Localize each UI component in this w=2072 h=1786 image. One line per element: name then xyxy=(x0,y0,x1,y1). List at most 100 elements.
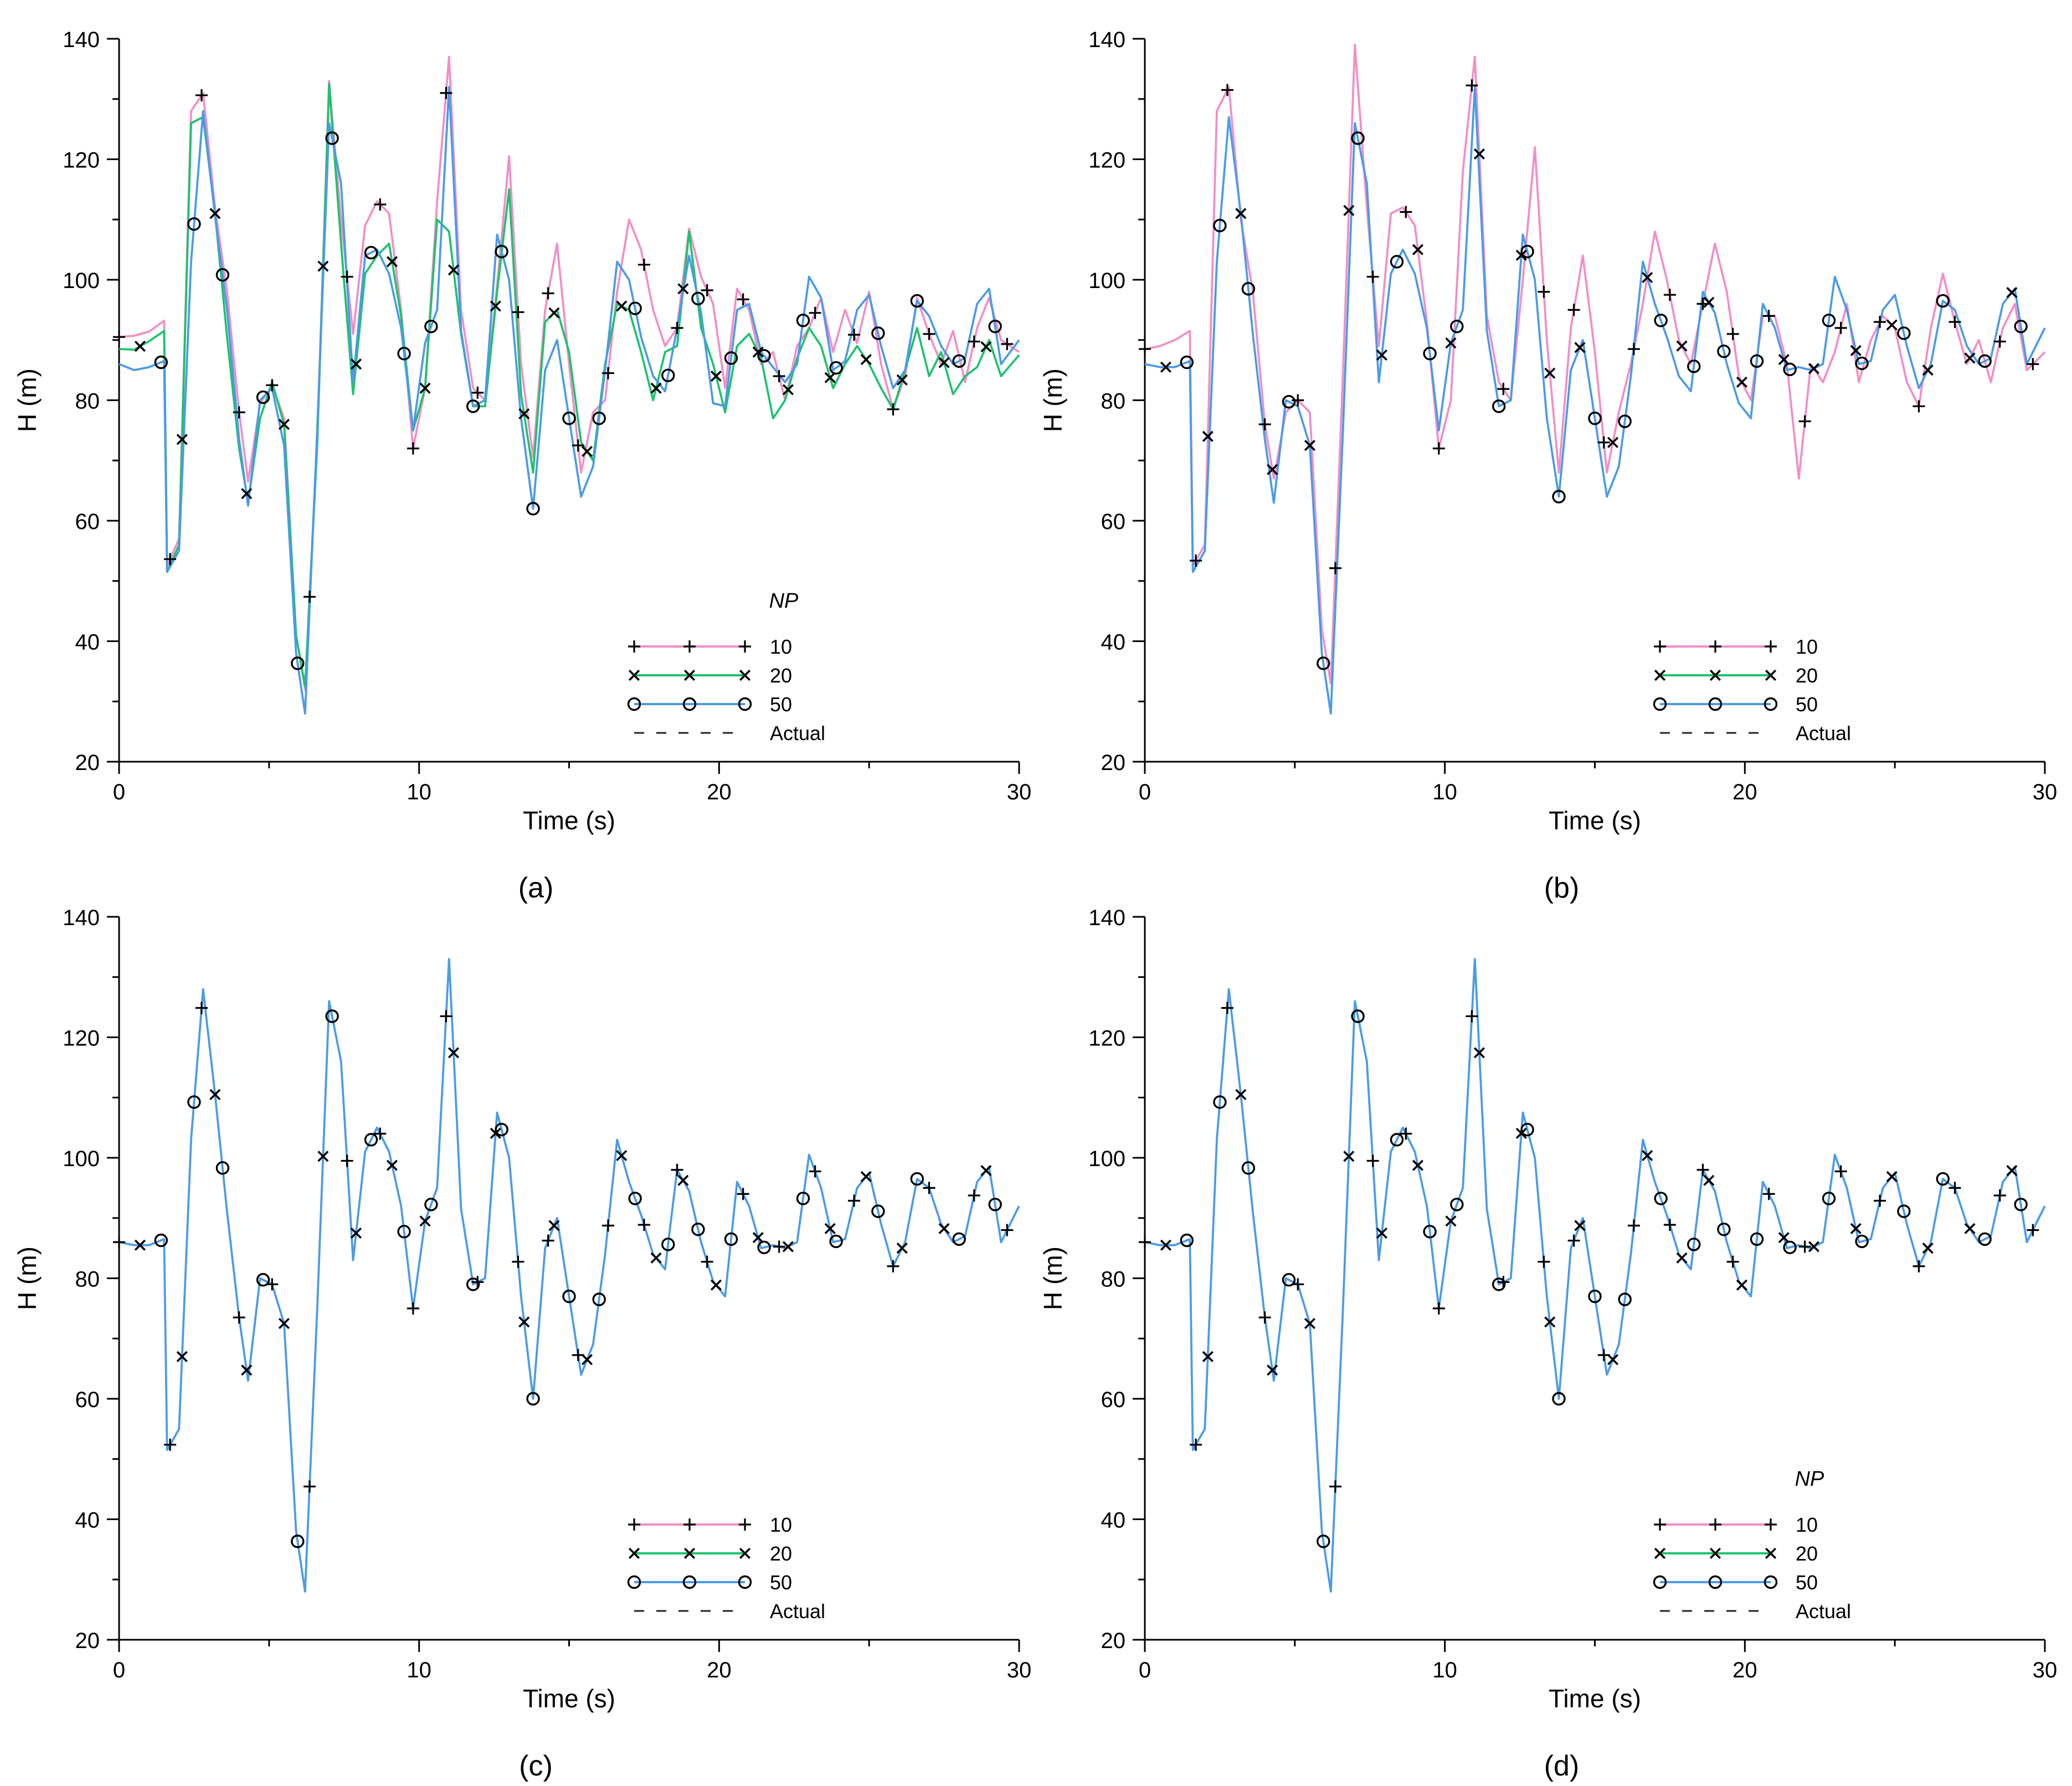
data-marker-np20 xyxy=(350,1227,362,1239)
y-tick-label: 140 xyxy=(1088,906,1125,930)
data-marker-np20 xyxy=(860,354,872,366)
data-marker-np10 xyxy=(471,1276,484,1289)
data-marker-np20 xyxy=(278,1317,290,1330)
x-tick-label: 30 xyxy=(2033,1658,2058,1682)
data-marker-np10 xyxy=(512,1255,525,1268)
data-marker-np10 xyxy=(671,322,683,334)
data-marker-np10 xyxy=(968,335,980,348)
data-marker-np50 xyxy=(952,1232,966,1246)
data-marker-np50 xyxy=(1180,1233,1194,1248)
data-marker-np50 xyxy=(466,399,480,413)
legend-marker-np20 xyxy=(683,1547,696,1559)
data-marker-np10 xyxy=(968,1189,980,1202)
x-tick-label: 20 xyxy=(1732,1658,1757,1682)
data-marker-np20 xyxy=(386,1159,398,1171)
data-marker-np10 xyxy=(1798,1240,1811,1253)
data-marker-np50 xyxy=(215,268,230,282)
legend-label-50: 50 xyxy=(1796,1571,1818,1594)
data-marker-np10 xyxy=(1190,1438,1202,1451)
data-marker-np10 xyxy=(1329,1480,1341,1493)
data-marker-np20 xyxy=(1850,1223,1862,1234)
data-marker-np20 xyxy=(616,300,628,312)
data-marker-np20 xyxy=(1574,342,1586,353)
data-marker-np10 xyxy=(1993,335,2006,348)
data-marker-np20 xyxy=(1343,204,1355,217)
data-marker-np20 xyxy=(317,1151,329,1162)
data-marker-np10 xyxy=(1627,1219,1640,1232)
data-marker-np20 xyxy=(1886,1171,1898,1183)
x-tick-label: 0 xyxy=(113,780,125,804)
data-marker-np20 xyxy=(350,358,362,370)
data-marker-np10 xyxy=(1432,1302,1445,1315)
data-marker-np10 xyxy=(1292,394,1304,407)
data-marker-np10 xyxy=(1798,415,1811,428)
data-marker-np50 xyxy=(1351,131,1365,145)
data-marker-np10 xyxy=(923,1182,935,1194)
data-marker-np10 xyxy=(1258,1311,1271,1324)
data-marker-np10 xyxy=(512,306,525,319)
data-marker-np50 xyxy=(1552,490,1566,504)
data-marker-np10 xyxy=(374,1127,387,1140)
y-tick-label: 60 xyxy=(1101,510,1126,534)
data-marker-np10 xyxy=(848,329,861,341)
data-marker-np20 xyxy=(1376,1227,1387,1239)
chart-panel-c: 20 40 60 80 100 120 140 0 10 20 30 Time (s) H (m) (c)… xyxy=(13,906,1031,1782)
data-marker-np50 xyxy=(1520,244,1534,259)
y-tick-label: 40 xyxy=(1101,630,1126,655)
data-marker-np20 xyxy=(677,283,689,295)
data-marker-np20 xyxy=(650,1252,662,1264)
y-axis-label: H (m) xyxy=(13,368,42,432)
data-marker-np20 xyxy=(1676,340,1688,352)
legend-label-10: 10 xyxy=(1796,635,1818,658)
legend-marker-np50 xyxy=(1653,1575,1667,1589)
data-marker-np10 xyxy=(923,327,935,340)
chart-panel-d: 20 40 60 80 100 120 140 0 10 20 30 Time (s) H (m) (d)… xyxy=(1038,906,2057,1782)
data-marker-np10 xyxy=(701,1255,713,1268)
data-marker-np20 xyxy=(752,346,764,358)
data-marker-np20 xyxy=(386,256,398,268)
data-marker-np50 xyxy=(364,245,378,260)
data-marker-np20 xyxy=(1515,249,1527,261)
data-marker-np10 xyxy=(1567,1234,1580,1247)
data-marker-np50 xyxy=(1351,1009,1365,1023)
legend-marker-np20 xyxy=(1709,669,1721,681)
data-marker-np50 xyxy=(291,1534,305,1548)
y-axis-label: H (m) xyxy=(1038,1246,1067,1310)
legend-label-50: 50 xyxy=(770,1571,792,1594)
data-marker-np50 xyxy=(661,368,675,382)
data-marker-np10 xyxy=(1912,400,1925,413)
data-marker-np50 xyxy=(562,1289,576,1303)
data-marker-np20 xyxy=(782,1241,794,1253)
data-marker-np10 xyxy=(303,591,316,603)
data-marker-np10 xyxy=(773,370,785,382)
data-marker-np10 xyxy=(1567,304,1580,316)
data-marker-np20 xyxy=(677,1174,689,1186)
data-marker-np20 xyxy=(1412,244,1423,255)
series-line-np50 xyxy=(1144,958,2046,1593)
x-axis-label: Time (s) xyxy=(523,1684,615,1713)
data-marker-np50 xyxy=(1687,360,1701,373)
data-marker-np10 xyxy=(1400,206,1412,218)
data-marker-np50 xyxy=(1552,1392,1566,1406)
data-marker-np50 xyxy=(757,349,771,363)
data-marker-np20 xyxy=(2006,287,2018,299)
data-marker-np20 xyxy=(2006,1165,2018,1177)
data-marker-np20 xyxy=(1202,430,1214,442)
data-marker-np10 xyxy=(233,1311,245,1324)
data-marker-np50 xyxy=(1750,1232,1764,1246)
y-tick-label: 60 xyxy=(1101,1388,1126,1412)
legend-marker-np20 xyxy=(628,1547,640,1559)
legend-marker-np50 xyxy=(1708,1575,1723,1589)
series-line-np20 xyxy=(119,83,1020,687)
data-marker-np20 xyxy=(448,264,460,276)
data-marker-np50 xyxy=(187,1095,201,1109)
data-marker-np50 xyxy=(757,1240,771,1254)
y-tick-label: 80 xyxy=(75,1267,100,1292)
legend-marker-np20 xyxy=(1765,1547,1777,1559)
data-marker-np20 xyxy=(1343,1151,1355,1162)
y-tick-label: 100 xyxy=(63,1147,100,1171)
legend-marker-np10 xyxy=(1654,1518,1666,1531)
data-marker-np20 xyxy=(548,307,560,319)
data-marker-np20 xyxy=(1445,1215,1457,1227)
series-line-np50 xyxy=(119,86,1020,715)
